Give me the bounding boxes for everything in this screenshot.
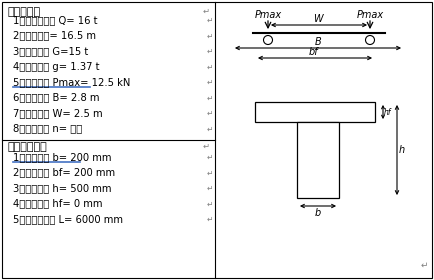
Text: Pmax: Pmax	[254, 10, 282, 20]
Text: 1、吊车梁宽 b= 200 mm: 1、吊车梁宽 b= 200 mm	[13, 152, 112, 162]
Text: ↵: ↵	[207, 62, 214, 71]
Text: ↵: ↵	[421, 261, 428, 270]
Text: b: b	[315, 208, 321, 218]
Text: Pmax: Pmax	[356, 10, 384, 20]
Text: 3、吊车梁高 h= 500 mm: 3、吊车梁高 h= 500 mm	[13, 183, 112, 193]
Text: ↵: ↵	[207, 184, 214, 193]
Text: 吊车梁数据：: 吊车梁数据：	[7, 142, 47, 152]
Text: ↵: ↵	[207, 16, 214, 25]
Text: 4、上翼缘高 hf= 0 mm: 4、上翼缘高 hf= 0 mm	[13, 199, 102, 209]
Text: ↵: ↵	[207, 153, 214, 162]
Text: 8、吊车数量 n= 两台: 8、吊车数量 n= 两台	[13, 123, 82, 134]
Bar	[255, 102, 375, 122]
Text: ↵: ↵	[207, 109, 214, 118]
Text: ↵: ↵	[203, 7, 210, 16]
Text: ↵: ↵	[207, 78, 214, 87]
Text: 2、上翼缘宽 bf= 200 mm: 2、上翼缘宽 bf= 200 mm	[13, 167, 115, 178]
Text: ↵: ↵	[203, 142, 210, 151]
Text: ↵: ↵	[207, 47, 214, 56]
Text: hf: hf	[384, 108, 391, 116]
Text: 2、吊车跨度= 16.5 m: 2、吊车跨度= 16.5 m	[13, 31, 96, 41]
Text: 吊车数据：: 吊车数据：	[7, 7, 40, 17]
Text: ↵: ↵	[207, 215, 214, 224]
Text: ↵: ↵	[207, 94, 214, 102]
Bar	[297, 122, 339, 198]
Text: W: W	[313, 14, 323, 24]
Text: ↵: ↵	[207, 125, 214, 134]
Text: 4、小车重里 g= 1.37 t: 4、小车重里 g= 1.37 t	[13, 62, 99, 71]
Text: 5、最大轮压 Pmax= 12.5 kN: 5、最大轮压 Pmax= 12.5 kN	[13, 77, 130, 87]
Text: bf: bf	[308, 47, 318, 57]
Text: h: h	[399, 145, 405, 155]
Text: ↵: ↵	[207, 169, 214, 178]
Text: 7、吊车轮距 W= 2.5 m: 7、吊车轮距 W= 2.5 m	[13, 108, 102, 118]
Text: 6、吊车总宽 B= 2.8 m: 6、吊车总宽 B= 2.8 m	[13, 92, 99, 102]
Text: 1、吊车起重量 Q= 16 t: 1、吊车起重量 Q= 16 t	[13, 15, 98, 25]
Text: ↵: ↵	[207, 200, 214, 209]
Text: 5、吊车梁跨度 L= 6000 mm: 5、吊车梁跨度 L= 6000 mm	[13, 214, 123, 224]
Text: 3、吊车总重 G=15 t: 3、吊车总重 G=15 t	[13, 46, 88, 56]
Text: ↵: ↵	[207, 32, 214, 41]
Text: B: B	[315, 37, 321, 47]
